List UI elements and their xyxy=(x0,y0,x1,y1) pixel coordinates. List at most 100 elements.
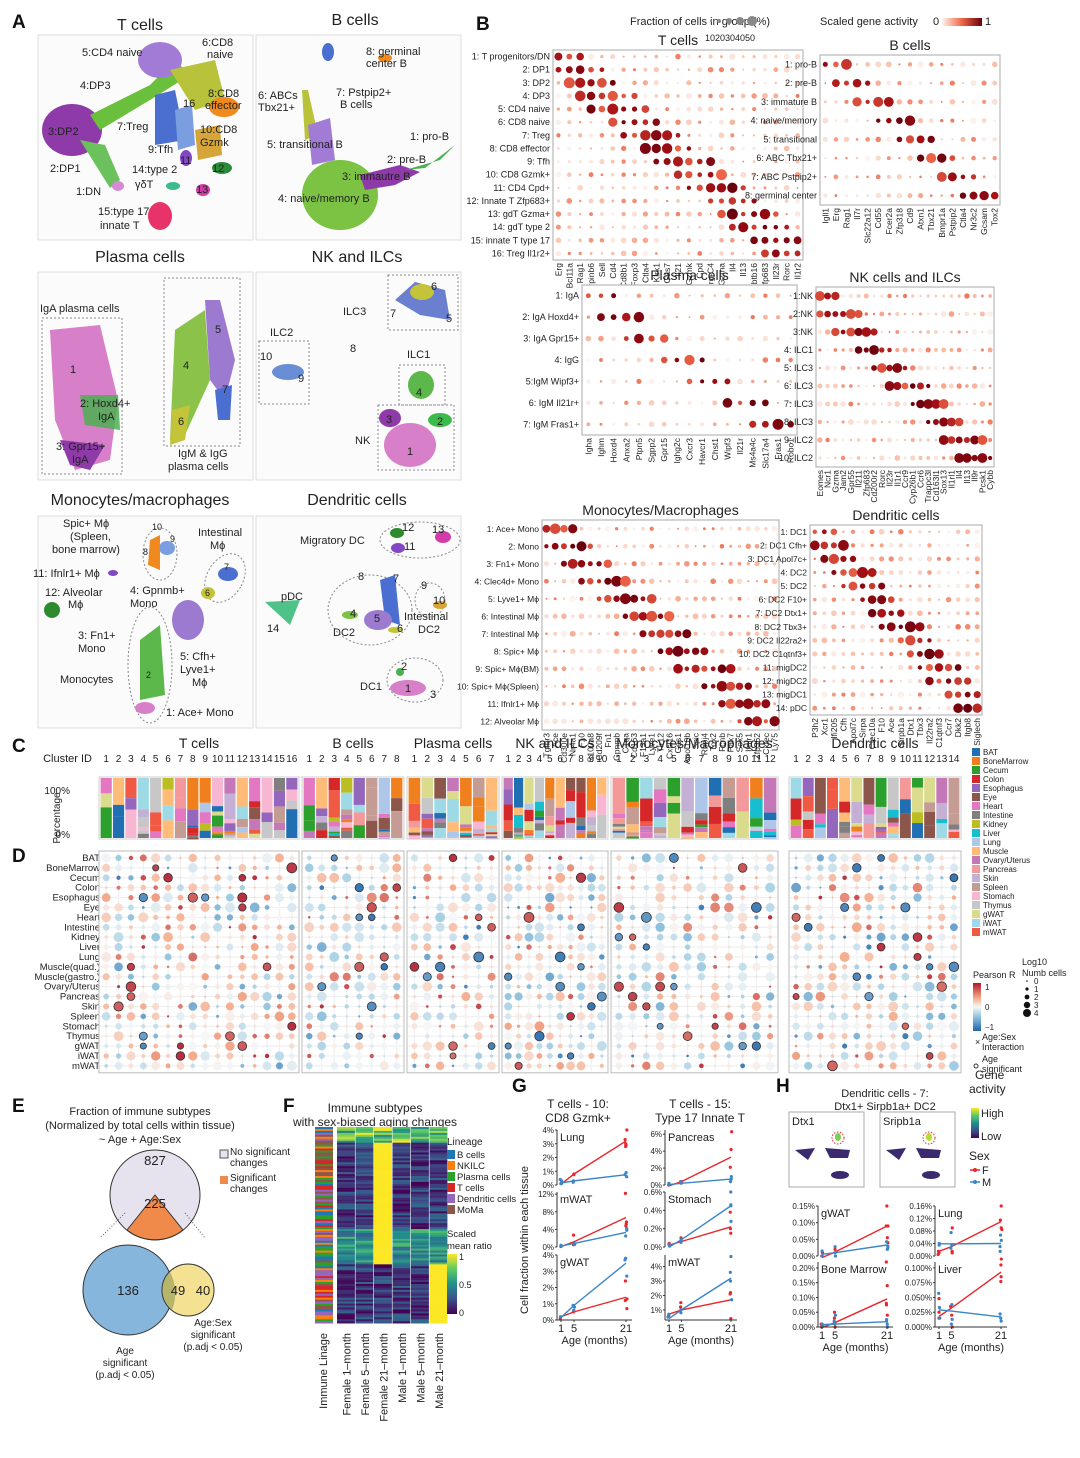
corr-dot xyxy=(214,914,221,921)
dot xyxy=(971,155,976,161)
corr-dot xyxy=(557,1053,563,1059)
dot xyxy=(605,684,610,689)
dot xyxy=(579,666,584,671)
corr-dot xyxy=(555,981,566,992)
gene-label: Rag1 xyxy=(575,263,585,284)
umap-label: 8 xyxy=(358,571,364,583)
gene-label: Gzma xyxy=(830,470,840,493)
cluster-9 xyxy=(159,541,175,555)
corr-dot xyxy=(213,922,223,932)
dot xyxy=(785,81,788,84)
dot xyxy=(860,597,866,603)
dot xyxy=(775,357,781,363)
corr-dot xyxy=(827,1060,838,1072)
dot xyxy=(718,224,725,231)
gene-label: Il4 xyxy=(954,470,964,479)
corr-dot xyxy=(538,1015,541,1018)
dot xyxy=(709,120,712,124)
corr-dot xyxy=(527,1005,531,1008)
bar-segment xyxy=(421,778,434,798)
corr-dot xyxy=(698,1042,705,1050)
corr-dot xyxy=(805,904,812,911)
corr-dot xyxy=(853,933,861,941)
corr-dot xyxy=(163,932,174,943)
dot xyxy=(906,650,915,658)
dot xyxy=(585,335,592,342)
dot xyxy=(622,613,629,620)
dot xyxy=(864,402,869,406)
corr-dot xyxy=(488,934,495,941)
corr-dot xyxy=(710,1041,720,1051)
corr-dot xyxy=(915,945,920,949)
heatmap-cell xyxy=(392,1160,411,1163)
dot xyxy=(972,293,977,299)
corr-dot xyxy=(655,922,665,932)
heatmap-cell xyxy=(337,1156,355,1159)
corr-dot xyxy=(451,975,455,978)
corr-dot xyxy=(380,884,388,892)
gene-label: Ms4a4c xyxy=(748,437,758,468)
corr-dot xyxy=(226,1062,234,1070)
corr-dot xyxy=(890,894,896,901)
gene-label: Lyve1 xyxy=(647,733,657,756)
dot xyxy=(956,639,960,642)
corr-dot xyxy=(140,964,146,970)
heatmap-cell xyxy=(337,1303,355,1306)
corr-dot xyxy=(806,965,810,969)
dot xyxy=(659,667,662,670)
heatmap-cell xyxy=(392,1268,411,1271)
dot xyxy=(750,293,756,299)
heatmap-cell xyxy=(337,1136,355,1140)
corr-dot xyxy=(815,991,826,1002)
corr-dot xyxy=(289,1053,295,1059)
umap-cluster xyxy=(916,1148,941,1158)
dot xyxy=(917,193,924,199)
dot xyxy=(848,401,854,407)
dot xyxy=(932,418,940,426)
dot xyxy=(873,384,876,388)
dot xyxy=(964,293,970,299)
legend-label: BoneMarrow xyxy=(983,757,1029,766)
corr-dot xyxy=(151,1051,161,1061)
corr-dot xyxy=(513,1041,524,1051)
column-label: Male 5–month xyxy=(415,1333,427,1403)
cluster-id: 6 xyxy=(165,754,171,765)
dot xyxy=(814,290,825,302)
heatmap-cell xyxy=(429,1266,448,1269)
dot xyxy=(842,625,845,628)
bar-segment xyxy=(936,778,948,803)
corr-dot xyxy=(948,1021,959,1032)
corr-dot xyxy=(599,875,605,881)
lineage-cell xyxy=(315,1303,333,1306)
dot xyxy=(620,106,627,112)
dot xyxy=(773,67,779,73)
corr-dot xyxy=(504,1032,513,1041)
heatmap-cell xyxy=(355,1246,374,1249)
dot xyxy=(574,77,586,89)
corr-dot xyxy=(288,963,295,970)
corr-dot xyxy=(227,874,233,881)
corr-dot xyxy=(901,913,909,921)
heatmap-cell xyxy=(392,1136,411,1140)
y-tick-label: 4% xyxy=(650,1147,662,1156)
heatmap-cell xyxy=(411,1162,429,1165)
corr-dot xyxy=(451,875,455,880)
gene-label: Dkk2 xyxy=(953,718,963,738)
gene-label: Gpr15 xyxy=(659,438,669,462)
dot xyxy=(965,583,970,589)
corr-dot xyxy=(474,873,484,883)
corr-dot xyxy=(852,903,861,912)
color-legend-bar xyxy=(942,18,982,26)
corr-dot xyxy=(587,953,596,961)
bar-segment xyxy=(802,811,814,820)
heatmap-cell xyxy=(411,1291,429,1295)
corr-dot xyxy=(525,923,533,931)
corr-dot xyxy=(251,953,258,961)
dot xyxy=(712,314,718,320)
bar-segment xyxy=(653,816,667,828)
corr-dot xyxy=(422,981,433,992)
dot xyxy=(653,211,659,217)
pie-no-sig-count: 827 xyxy=(144,1153,166,1168)
bar-segment xyxy=(391,778,403,799)
corr-dot xyxy=(878,885,884,891)
